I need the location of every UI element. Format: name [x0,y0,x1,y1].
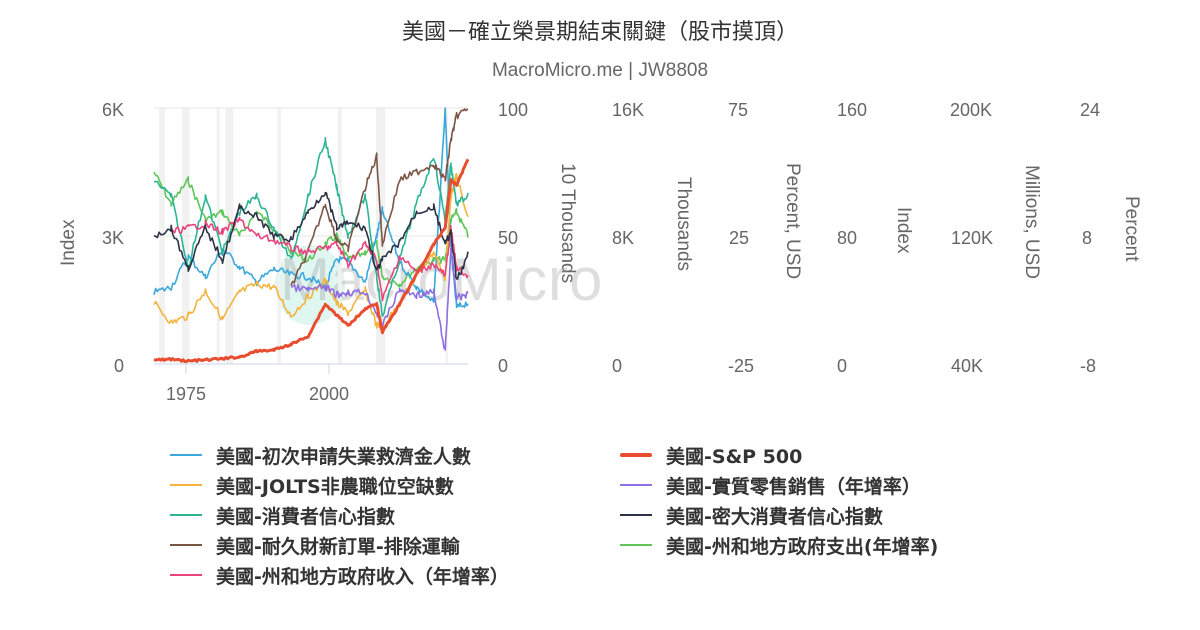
series-line [153,107,469,309]
legend-label: 美國-JOLTS非農職位空缺數 [216,475,454,498]
y1-tick-bottom: 0 [498,356,509,376]
legend-item-state-revenue[interactable]: 美國-州和地方政府收入（年增率） [170,560,509,590]
y6-tick-bottom: -8 [1080,356,1097,376]
legend-swatch [170,454,202,456]
y4-tick-mid: 80 [837,228,858,248]
legend-label: 美國-州和地方政府支出(年增率) [666,535,939,558]
legend-swatch [620,484,652,486]
series-line [153,172,469,331]
legend-label: 美國-州和地方政府收入（年增率） [216,565,509,588]
legend-swatch [620,514,652,516]
series-line [290,108,469,286]
legend-swatch [170,544,202,546]
y2-tick-bottom: 0 [612,356,623,376]
y5-tick-top: 200K [950,100,993,120]
y1-tick-top: 100 [498,100,529,120]
y5-tick-bottom: 40K [951,356,984,376]
x-tick-1975: 1975 [165,384,207,404]
y5-tick-mid: 120K [951,228,994,248]
legend-swatch [170,484,202,486]
series-line [153,137,469,318]
y3-tick-top: 75 [728,100,749,120]
legend-item-sp500[interactable]: 美國-S&P 500 [620,440,802,470]
legend-swatch [620,544,652,546]
series-lines [153,107,470,364]
x-tick-2000: 2000 [308,384,350,404]
legend-label: 美國-密大消費者信心指數 [666,505,883,528]
legend-item-jolts[interactable]: 美國-JOLTS非農職位空缺數 [170,470,454,500]
y4-tick-top: 160 [837,100,868,120]
y3-tick-bottom: -25 [728,356,755,376]
legend-swatch [170,574,202,576]
legend-label: 美國-初次申請失業救濟金人數 [216,445,471,468]
y3-tick-mid: 25 [729,228,750,248]
y4-tick-bottom: 0 [837,356,848,376]
legend-swatch [620,453,652,457]
legend-item-real-retail-sales[interactable]: 美國-實質零售銷售（年增率） [620,470,921,500]
legend-swatch [170,514,202,516]
series-line [170,216,469,302]
y1-tick-mid: 50 [498,228,519,248]
y2-tick-mid: 8K [612,228,635,248]
legend-item-durable-goods[interactable]: 美國-耐久財新訂單-排除運輸 [170,530,460,560]
legend-item-state-expenditure[interactable]: 美國-州和地方政府支出(年增率) [620,530,938,560]
chart-subtitle: MacroMicro.me | JW8808 [491,60,709,81]
watermark: MacroMicro [280,246,604,313]
legend-label: 美國-消費者信心指數 [216,505,395,528]
y0-tick-bottom: 0 [113,356,124,376]
legend-label: 美國-耐久財新訂單-排除運輸 [216,535,460,558]
legend-label: 美國-實質零售銷售（年增率） [666,475,921,498]
y6-tick-mid: 8 [1082,228,1093,248]
chart-title: 美國－確立榮景期結束關鍵（股市摸頂） [401,20,798,45]
series-line [153,191,469,280]
legend-label: 美國-S&P 500 [666,445,803,468]
legend-item-michigan-sentiment[interactable]: 美國-密大消費者信心指數 [620,500,883,530]
y0-tick-top: 6K [101,100,124,120]
legend-item-consumer-confidence[interactable]: 美國-消費者信心指數 [170,500,395,530]
y6-tick-top: 24 [1080,100,1101,120]
series-line [153,158,470,364]
y2-tick-top: 16K [612,100,645,120]
legend-item-initial-claims[interactable]: 美國-初次申請失業救濟金人數 [170,440,471,470]
y0-tick-mid: 3K [101,228,124,248]
